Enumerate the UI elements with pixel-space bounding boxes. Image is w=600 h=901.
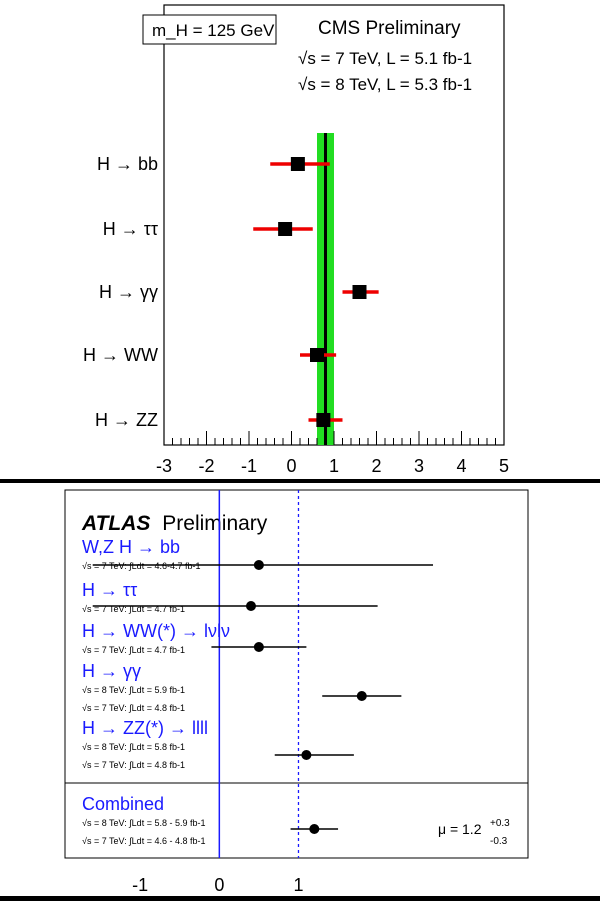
lumi-7tev: √s = 7 TeV, L = 5.1 fb-1 [298,49,472,68]
channel-label: H → ZZ [95,410,158,430]
lumi-8tev: √s = 8 TeV, L = 5.3 fb-1 [298,75,472,94]
lumi-label: √s = 8 TeV: ∫Ldt = 5.8 - 5.9 fb-1 [82,818,205,828]
atlas-title-rest: Preliminary [162,512,268,535]
data-point-marker [278,222,293,236]
atlas-title-bold: ATLAS [81,512,150,535]
lumi-label: √s = 7 TeV: ∫Ldt = 4.7 fb-1 [82,645,185,655]
lumi-label: √s = 8 TeV: ∫Ldt = 5.9 fb-1 [82,685,185,695]
channel-label: H → γγ [99,282,158,302]
data-point-marker [309,824,320,834]
x-tick-label: -1 [241,456,257,476]
x-tick-label: 2 [371,456,381,476]
data-point-marker [352,285,367,299]
x-tick-label: 0 [286,456,296,476]
x-tick-label: 1 [293,875,303,895]
x-tick-label: 0 [214,875,224,895]
x-tick-label: 1 [329,456,339,476]
x-tick-label: -3 [156,456,172,476]
channel-label: H → bb [97,154,158,174]
x-tick-label: 3 [414,456,424,476]
cms-chart: m_H = 125 GeV CMS Preliminary √s = 7 TeV… [83,4,509,476]
mass-box [142,14,277,45]
mu-error-up: +0.3 [490,818,510,829]
channel-label: H → WW(*) → lνlν [82,621,230,641]
channel-label: W,Z H → bb [82,537,180,557]
data-point-marker [356,691,367,701]
lumi-label: √s = 7 TeV: ∫Ldt = 4.6 - 4.8 fb-1 [82,836,205,846]
mu-error-down: -0.3 [490,836,508,847]
lumi-label: √s = 7 TeV: ∫Ldt = 4.8 fb-1 [82,703,185,713]
data-point-marker [310,348,324,362]
data-point-marker [290,157,305,171]
lumi-label: √s = 7 TeV: ∫Ldt = 4.8 fb-1 [82,760,185,770]
data-point-marker [253,560,264,570]
channel-label: H → ττ [103,219,158,239]
mass-box-label: m_H = 125 GeV [152,21,275,40]
data-point-marker [253,642,264,652]
data-point-marker [301,750,312,760]
channel-label: H → γγ [82,661,141,681]
cms-panel: m_H = 125 GeV CMS Preliminary √s = 7 TeV… [0,0,600,479]
x-tick-label: -2 [198,456,214,476]
mu-label: μ = 1.2 [438,821,482,837]
channel-label: H → ZZ(*) → llll [82,718,208,738]
channel-label: H → WW [83,345,158,365]
lumi-label: √s = 7 TeV: ∫Ldt = 4.6-4.7 fb-1 [82,561,200,571]
atlas-chart: ATLAS Preliminary -1 0 1 W,Z H → bb √s = 7 … [64,489,529,895]
channel-label: H → ττ [82,580,137,600]
lumi-label: √s = 8 TeV: ∫Ldt = 5.8 fb-1 [82,742,185,752]
channel-label: Combined [82,794,164,814]
atlas-title: ATLAS Preliminary [81,512,268,535]
atlas-panel: ATLAS Preliminary -1 0 1 W,Z H → bb √s = 7 … [0,483,600,896]
lumi-label: √s = 7 TeV: ∫Ldt = 4.7 fb-1 [82,604,185,614]
cms-title: CMS Preliminary [318,18,461,39]
atlas-frame [64,489,529,859]
data-point-marker [316,413,331,427]
data-point-marker [245,601,256,611]
x-tick-label: -1 [132,875,148,895]
x-tick-label: 5 [499,456,509,476]
x-tick-label: 4 [456,456,466,476]
